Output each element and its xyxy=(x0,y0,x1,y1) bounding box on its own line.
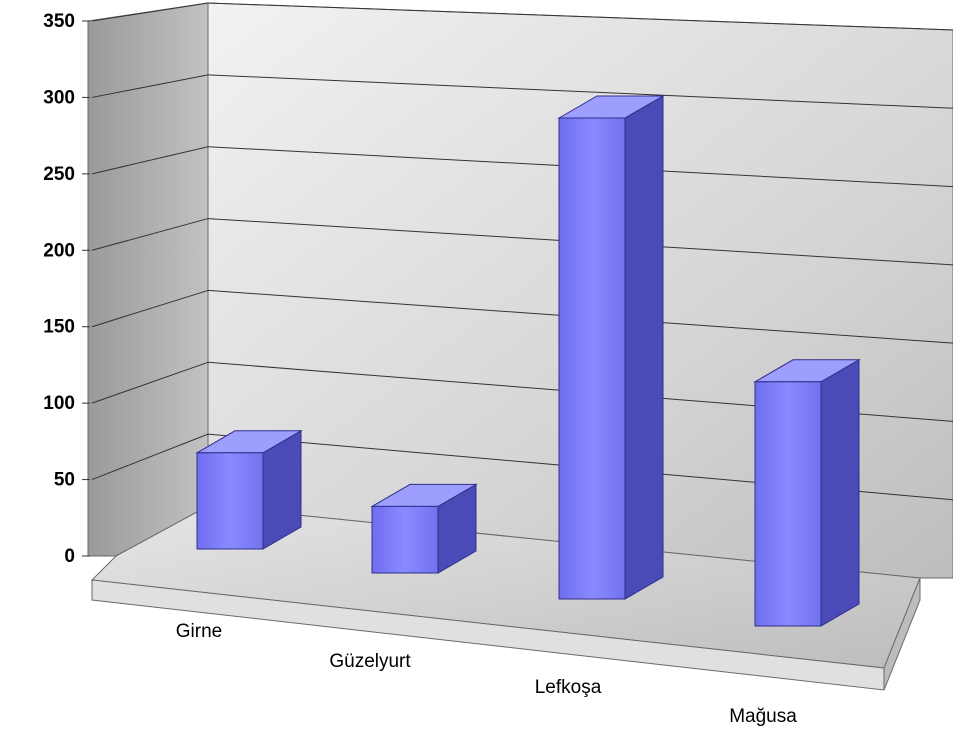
y-tick-label: 0 xyxy=(64,546,75,567)
bar-front xyxy=(196,452,264,550)
x-tick-label: Girne xyxy=(176,621,222,642)
y-tick-label: 100 xyxy=(43,393,75,414)
y-tick-label: 350 xyxy=(43,11,75,32)
x-tick-label: Lefkoşa xyxy=(535,677,602,698)
gridline-side xyxy=(91,433,209,481)
y-tick-label: 150 xyxy=(43,317,75,338)
gridline-side xyxy=(91,361,209,404)
side-wall xyxy=(87,2,209,557)
y-tick-label: 250 xyxy=(43,164,75,185)
y-tick-label: 300 xyxy=(43,87,75,108)
gridline-side xyxy=(91,146,209,175)
bar-front xyxy=(371,505,439,574)
bar-side xyxy=(624,95,664,600)
y-tick-label: 200 xyxy=(43,240,75,261)
gridline-side xyxy=(91,2,209,22)
bars xyxy=(195,95,861,627)
bar-lefkoşa xyxy=(557,95,665,600)
gridline-side xyxy=(91,289,209,328)
bar-güzelyurt xyxy=(370,483,478,574)
bar-side xyxy=(820,358,860,627)
y-axis: 0 50 100 150 200 250 300 350 xyxy=(43,11,90,567)
bar-girne xyxy=(195,429,303,550)
gridline-back xyxy=(207,2,953,31)
x-axis: Girne Güzelyurt Lefkoşa Mağusa xyxy=(176,621,797,727)
bar-front xyxy=(754,381,822,627)
x-tick-label: Güzelyurt xyxy=(329,651,411,672)
gridline-side xyxy=(91,74,209,98)
gridline-back xyxy=(207,74,953,109)
gridline-side xyxy=(91,218,209,251)
floor-side-edge xyxy=(883,577,921,691)
bar-mağusa xyxy=(753,358,861,627)
x-tick-label: Mağusa xyxy=(729,706,797,727)
y-tick-label: 50 xyxy=(54,470,75,491)
bar-front xyxy=(558,117,626,600)
